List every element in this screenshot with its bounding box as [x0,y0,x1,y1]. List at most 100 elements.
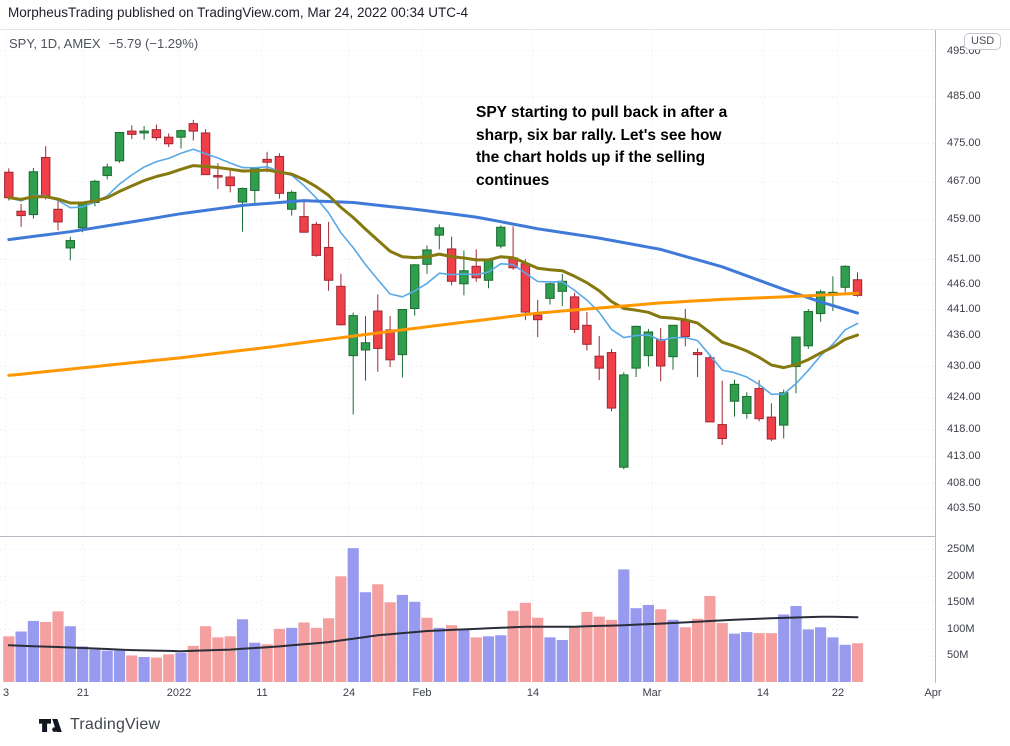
volume-bar [273,628,285,682]
volume-bar [692,618,704,682]
candle [791,336,801,368]
volume-chart[interactable] [0,536,935,683]
candle [213,175,223,178]
price-tick-label: 475.00 [947,136,981,149]
volume-bar [667,619,679,682]
price-tick-label: 485.00 [947,90,981,103]
candle [779,392,789,426]
candle [16,210,26,217]
candle [176,130,186,138]
candle [41,156,51,197]
price-tick-label: 413.00 [947,449,981,462]
volume-bar [27,620,39,682]
volume-bar [728,633,741,682]
volume-bar [630,608,642,682]
volume-bar [519,602,531,682]
volume-bar [495,635,507,682]
volume-bar [593,616,605,682]
volume-bar [507,610,519,682]
volume-tick-label: 150M [947,596,975,609]
symbol-label[interactable]: SPY, 1D, AMEX [9,36,101,51]
candle [311,223,322,256]
currency-badge[interactable]: USD [964,33,1002,50]
price-pane[interactable] [0,30,935,536]
price-tick-label: 403.50 [947,501,981,514]
candle [262,158,272,163]
candle [102,166,112,177]
candle [680,320,690,338]
volume-bar [839,644,851,682]
candle [28,171,39,216]
time-axis[interactable]: 3 21 2022 11 24 Feb 14 Mar 14 22 Apr [0,683,1010,704]
price-tick-label: 408.00 [947,477,981,490]
candle [360,342,371,351]
candle [53,208,63,223]
volume-bar [790,606,802,682]
volume-bar [224,636,236,682]
time-tick-label: 14 [756,687,770,699]
candle [619,374,629,468]
candle [569,296,580,330]
candle [656,339,666,367]
volume-bar [446,625,458,682]
price-axis[interactable]: 495.00 485.00 475.00 467.00 459.00 451.00 446.… [936,30,1010,702]
volume-bar [802,629,814,682]
volume-bar [741,632,753,682]
volume-bar [113,650,126,682]
candle [717,424,727,440]
candle [151,129,162,139]
volume-bar [126,655,138,682]
ma-line [7,615,859,653]
volume-bar [827,637,839,682]
candle [373,310,383,349]
candle [594,355,604,369]
volume-bar [655,609,667,682]
ma-line [8,148,859,396]
volume-bar [753,633,765,682]
volume-bar [187,645,199,682]
candle [65,240,75,249]
candle [410,264,420,310]
candle [803,311,813,347]
volume-tick-label: 50M [947,649,969,662]
volume-tick-label: 200M [947,569,975,582]
price-chart[interactable] [0,30,935,536]
volume-bar [138,657,150,682]
ma-line [7,164,859,370]
candle [742,395,752,414]
candle [127,130,137,135]
candle [323,246,334,281]
volume-bar [335,576,347,682]
price-tick-label: 418.00 [947,422,981,435]
pane-divider[interactable] [0,536,1010,537]
change-label: −5.79 (−1.29%) [108,36,199,51]
candle [692,352,703,356]
candle [668,324,678,358]
price-tick-label: 436.00 [947,328,981,341]
chart-text-annotation[interactable]: SPY starting to pull back in after a sha… [476,104,728,189]
volume-bar [286,627,298,682]
candle [545,283,555,299]
volume-bar [40,621,52,682]
candle [4,171,14,199]
volume-bar [679,627,691,682]
volume-bar [532,617,544,682]
tradingview-footer[interactable]: TradingView [38,716,160,734]
candle [164,136,174,145]
volume-bar [347,548,359,682]
time-tick-label: 22 [831,687,845,699]
candle [643,331,654,357]
candle [397,309,408,356]
candle [114,131,125,162]
candle [557,280,567,292]
volume-tick-label: 100M [947,622,975,635]
time-tick-label: 24 [342,687,356,699]
time-tick-label: Apr [924,687,942,699]
tradingview-logo-icon [39,718,62,732]
candle [188,123,199,132]
volume-bar [470,637,482,682]
chart-top-border [0,29,1010,30]
candle [496,226,506,247]
symbol-legend[interactable]: SPY, 1D, AMEX −5.79 (−1.29%) [9,36,206,51]
volume-pane[interactable] [0,536,935,683]
